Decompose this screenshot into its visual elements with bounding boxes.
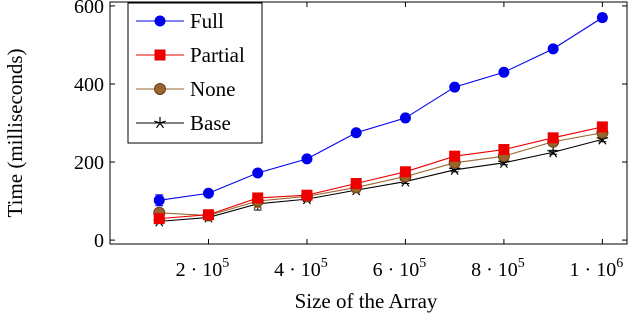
- legend: Full Partial None Base: [127, 2, 263, 144]
- marker-ray: [159, 120, 166, 124]
- series-partial: [153, 121, 608, 225]
- marker-ray: [155, 122, 161, 129]
- x-tick-label: 1 · 106: [570, 256, 624, 281]
- x-tick-label: 8 · 105: [471, 256, 525, 281]
- marker-ray: [552, 149, 560, 153]
- marker-ray: [448, 167, 455, 171]
- marker-ray: [596, 136, 603, 140]
- data-point: [202, 209, 214, 221]
- marker-ray: [454, 169, 459, 176]
- data-point: [202, 187, 214, 199]
- x-tick-label: 4 · 105: [274, 256, 328, 281]
- data-point: [350, 178, 362, 189]
- series-full: [153, 12, 608, 207]
- axes-frame: [109, 1, 628, 245]
- data-point: [399, 112, 411, 124]
- legend-item-base: Base: [136, 111, 231, 135]
- y-axis-label: Time (milliseconds): [3, 49, 27, 218]
- data-point: [301, 153, 313, 165]
- marker-ray: [499, 162, 505, 169]
- data-point: [399, 166, 411, 178]
- data-point: [301, 189, 313, 201]
- series-layer: [153, 12, 609, 227]
- marker-ray: [159, 122, 165, 129]
- marker-ray: [549, 151, 554, 158]
- marker-ray: [154, 120, 161, 124]
- data-point: [596, 121, 608, 133]
- y-tick-label: 400: [74, 74, 104, 96]
- legend-box: [127, 2, 263, 144]
- marker-ray: [552, 151, 558, 158]
- data-point: [547, 146, 560, 158]
- marker-ray: [503, 160, 510, 164]
- legend-marker: [154, 15, 166, 27]
- x-axis-label: Size of the Array: [295, 289, 438, 313]
- legend-marker: [154, 117, 166, 129]
- legend-label: Partial: [190, 43, 245, 67]
- plot-frame: [109, 1, 628, 245]
- legend-marker: [154, 49, 166, 61]
- data-point: [596, 12, 608, 24]
- x-tick-label: 6 · 105: [373, 256, 427, 281]
- series-base: [153, 133, 609, 227]
- legend-item-full: Full: [136, 9, 224, 33]
- marker-ray: [602, 136, 609, 140]
- data-point: [350, 127, 362, 139]
- data-point: [449, 150, 461, 162]
- data-point: [252, 192, 264, 204]
- y-tick-label: 600: [74, 0, 104, 18]
- marker-ray: [503, 162, 508, 169]
- legend-label: Full: [190, 9, 224, 33]
- legend-item-partial: Partial: [136, 43, 245, 67]
- legend-label: Base: [190, 111, 231, 135]
- series-line: [159, 17, 603, 201]
- legend-item-none: None: [136, 77, 236, 101]
- x-tick-label: 2 · 105: [176, 256, 230, 281]
- marker-ray: [547, 149, 554, 153]
- data-point: [153, 213, 165, 225]
- data-point: [498, 66, 510, 78]
- y-tick-label: 0: [94, 230, 104, 252]
- data-point: [498, 144, 510, 156]
- data-point: [252, 167, 264, 179]
- marker-ray: [598, 139, 603, 145]
- marker-ray: [450, 169, 456, 176]
- marker-ray: [601, 139, 607, 145]
- legend-marker: [154, 83, 166, 95]
- y-tick-label: 200: [74, 152, 104, 174]
- data-point: [547, 43, 559, 55]
- data-point: [153, 194, 165, 206]
- marker-ray: [498, 160, 505, 164]
- axis-ticks: 0 200 400 600 2 · 105 4 · 105 6 · 105 8 · 105 1 …: [74, 0, 627, 281]
- series-line: [159, 138, 603, 222]
- data-point: [547, 132, 559, 144]
- series-line: [159, 132, 603, 217]
- data-point: [449, 81, 461, 93]
- marker-ray: [454, 167, 461, 171]
- series-line: [159, 126, 603, 220]
- legend-label: None: [190, 77, 236, 101]
